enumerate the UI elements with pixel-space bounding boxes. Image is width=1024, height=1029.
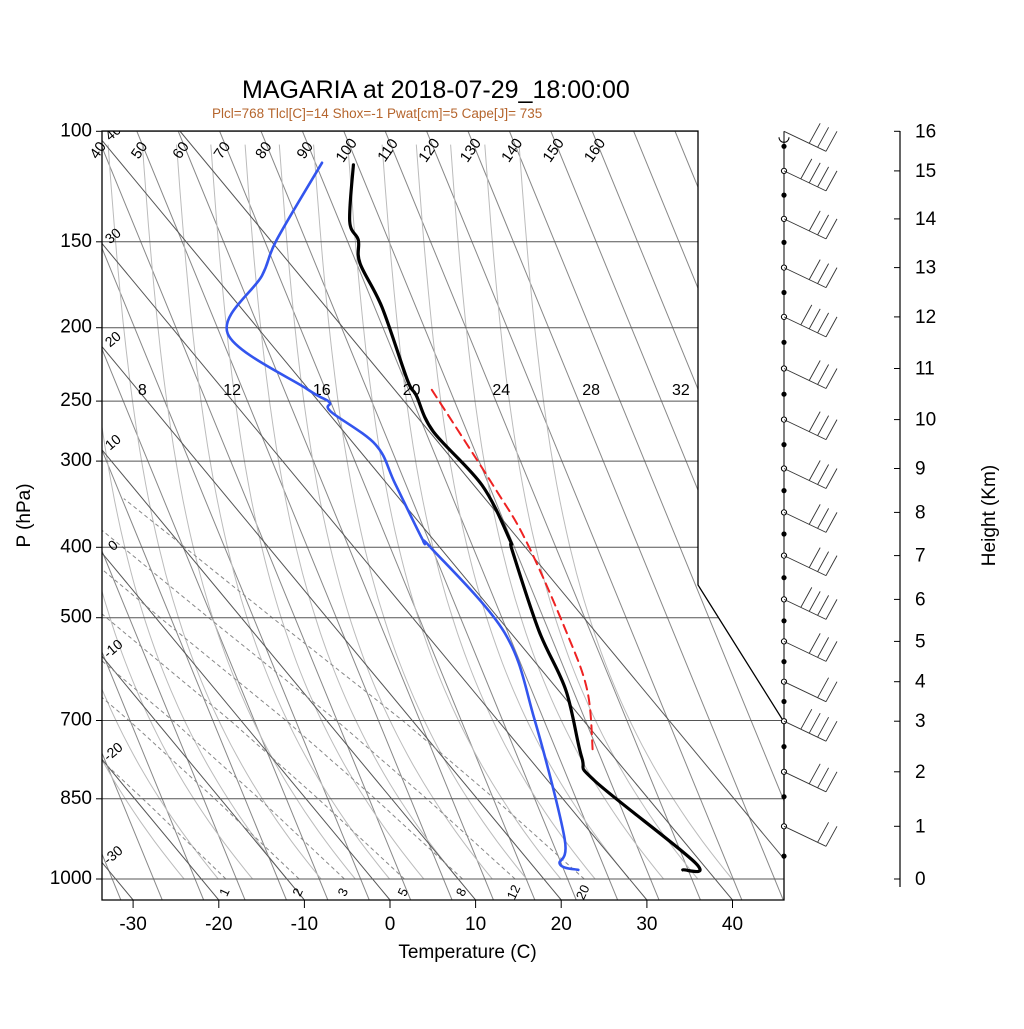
svg-text:8: 8 bbox=[915, 502, 926, 523]
svg-text:40: 40 bbox=[722, 914, 743, 935]
svg-text:13: 13 bbox=[915, 258, 936, 279]
svg-text:5: 5 bbox=[915, 631, 926, 652]
svg-text:100: 100 bbox=[60, 120, 92, 141]
svg-text:7: 7 bbox=[915, 546, 926, 567]
svg-text:200: 200 bbox=[60, 317, 92, 338]
svg-text:4: 4 bbox=[915, 672, 926, 693]
svg-text:-20: -20 bbox=[205, 914, 232, 935]
svg-text:6: 6 bbox=[915, 589, 926, 610]
svg-text:500: 500 bbox=[60, 607, 92, 628]
svg-text:30: 30 bbox=[636, 914, 657, 935]
svg-text:-10: -10 bbox=[291, 914, 318, 935]
svg-text:16: 16 bbox=[915, 121, 936, 142]
svg-text:700: 700 bbox=[60, 710, 92, 731]
svg-text:0: 0 bbox=[385, 914, 396, 935]
svg-text:Plcl=768 Tlcl[C]=14 Shox=-1 Pw: Plcl=768 Tlcl[C]=14 Shox=-1 Pwat[cm]=5 C… bbox=[212, 106, 542, 121]
svg-text:8: 8 bbox=[138, 382, 147, 399]
svg-text:P (hPa): P (hPa) bbox=[14, 483, 35, 547]
svg-text:MAGARIA at 2018-07-29_18:00:00: MAGARIA at 2018-07-29_18:00:00 bbox=[242, 76, 630, 104]
svg-text:9: 9 bbox=[915, 459, 926, 480]
svg-text:300: 300 bbox=[60, 450, 92, 471]
svg-text:Temperature (C): Temperature (C) bbox=[398, 942, 536, 963]
svg-text:3: 3 bbox=[915, 711, 926, 732]
svg-text:11: 11 bbox=[915, 359, 935, 380]
svg-text:150: 150 bbox=[60, 231, 92, 252]
svg-text:10: 10 bbox=[915, 410, 936, 431]
svg-text:14: 14 bbox=[915, 209, 937, 230]
svg-text:850: 850 bbox=[60, 788, 92, 809]
svg-text:24: 24 bbox=[492, 382, 510, 399]
svg-text:-30: -30 bbox=[119, 914, 146, 935]
svg-text:20: 20 bbox=[551, 914, 572, 935]
svg-text:1000: 1000 bbox=[50, 868, 92, 889]
svg-text:Height (Km): Height (Km) bbox=[979, 465, 1000, 566]
svg-text:0: 0 bbox=[915, 869, 926, 890]
svg-text:12: 12 bbox=[223, 382, 241, 399]
svg-text:12: 12 bbox=[915, 307, 936, 328]
svg-text:2: 2 bbox=[915, 762, 926, 783]
svg-text:250: 250 bbox=[60, 390, 92, 411]
svg-text:28: 28 bbox=[582, 382, 600, 399]
svg-text:400: 400 bbox=[60, 536, 92, 557]
svg-text:32: 32 bbox=[672, 382, 690, 399]
svg-text:15: 15 bbox=[915, 161, 936, 182]
svg-text:1: 1 bbox=[915, 816, 926, 837]
svg-text:10: 10 bbox=[465, 914, 486, 935]
